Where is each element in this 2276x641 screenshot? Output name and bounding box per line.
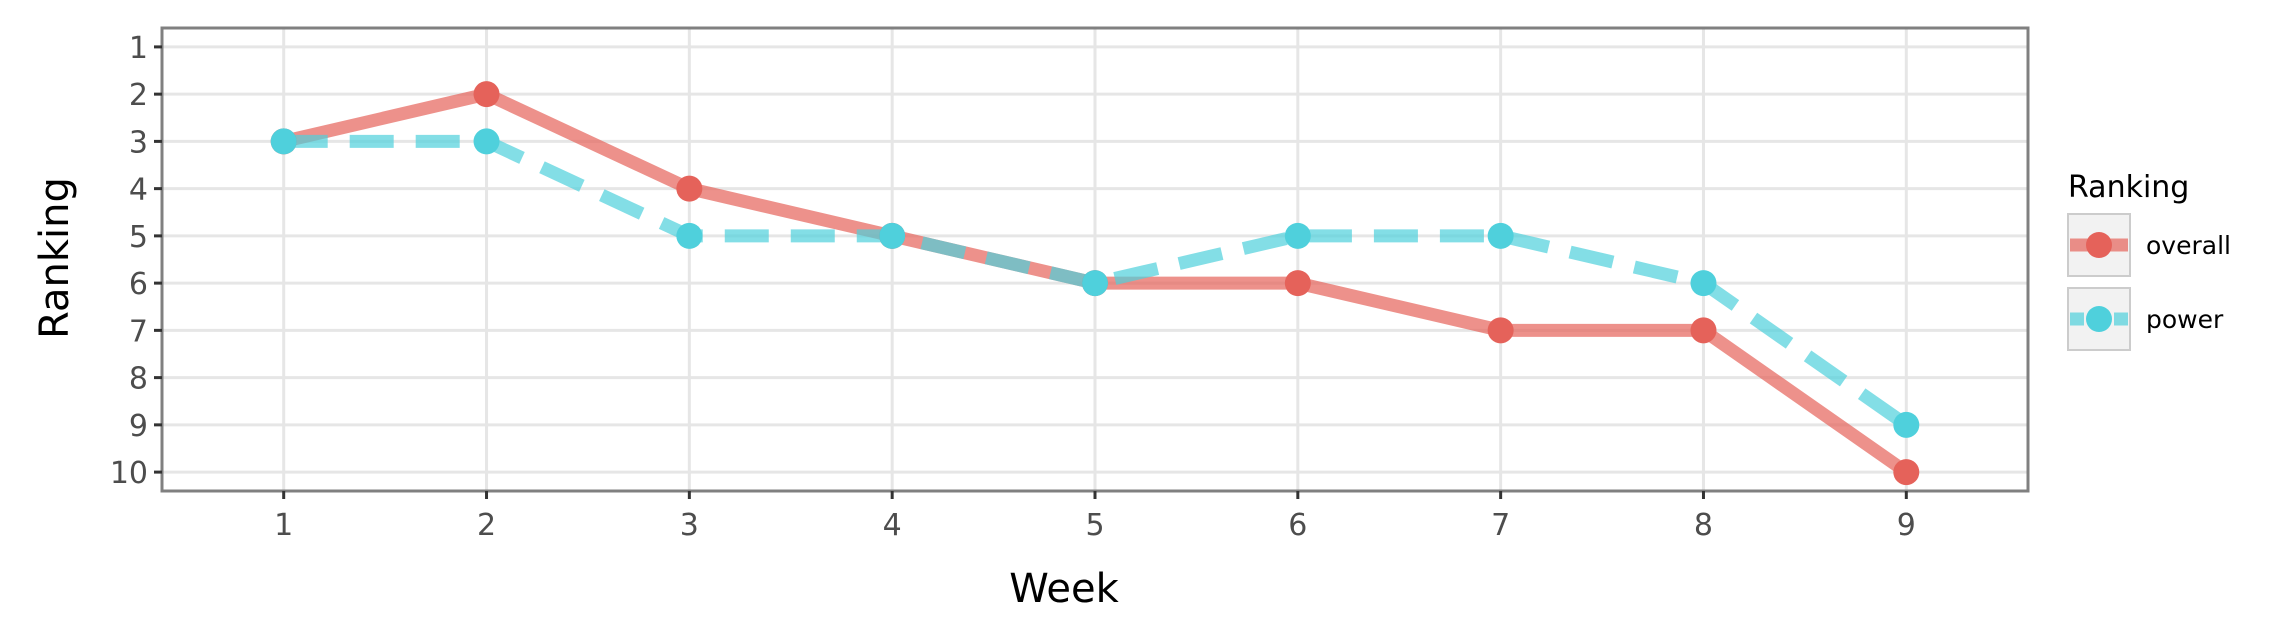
legend: Ranking overall power (2067, 170, 2231, 351)
point-power-week-9 (1893, 411, 1920, 438)
y-tick-label-4: 4 (129, 173, 148, 208)
y-tick-label-1: 1 (129, 31, 148, 66)
y-tick-label-2: 2 (129, 78, 148, 113)
x-tick-label-2: 2 (477, 508, 496, 543)
legend-label-overall: overall (2146, 231, 2231, 260)
point-overall-week-3 (676, 175, 703, 202)
x-tick-label-4: 4 (883, 508, 902, 543)
x-tick-label-6: 6 (1288, 508, 1307, 543)
point-overall-week-7 (1487, 317, 1514, 344)
y-tick-label-6: 6 (129, 267, 148, 302)
point-power-week-2 (473, 128, 500, 155)
point-overall-week-8 (1690, 317, 1717, 344)
legend-label-power: power (2146, 305, 2224, 334)
point-power-week-8 (1690, 270, 1717, 297)
point-power-week-6 (1284, 222, 1311, 249)
point-power-week-7 (1487, 222, 1514, 249)
point-power-week-1 (270, 128, 297, 155)
point-power-week-4 (879, 222, 906, 249)
y-axis-title: Ranking (32, 177, 78, 339)
point-power-week-3 (676, 222, 703, 249)
y-tick-label-10: 10 (110, 456, 148, 491)
y-tick-label-7: 7 (129, 314, 148, 349)
point-overall-week-2 (473, 81, 500, 108)
series-line-power (283, 134, 1911, 431)
point-overall-week-6 (1284, 270, 1311, 297)
legend-point-power (2086, 306, 2112, 332)
y-tick-label-8: 8 (129, 362, 148, 397)
x-axis: 1 2 3 4 5 6 7 8 9 (274, 491, 1916, 543)
x-tick-label-5: 5 (1085, 508, 1104, 543)
series-layer (270, 81, 1920, 486)
y-axis: 1 2 3 4 5 6 7 8 9 10 (110, 31, 162, 491)
x-tick-label-9: 9 (1897, 508, 1916, 543)
x-axis-title: Week (1009, 566, 1119, 612)
point-power-week-5 (1082, 270, 1108, 297)
point-overall-week-9 (1893, 459, 1920, 486)
y-tick-label-5: 5 (129, 220, 148, 255)
x-tick-label-3: 3 (680, 508, 699, 543)
x-tick-label-1: 1 (274, 508, 293, 543)
x-tick-label-7: 7 (1491, 508, 1510, 543)
legend-point-overall (2086, 232, 2112, 258)
y-tick-label-9: 9 (129, 409, 148, 444)
x-tick-label-8: 8 (1694, 508, 1713, 543)
y-tick-label-3: 3 (129, 125, 148, 160)
legend-title: Ranking (2068, 170, 2189, 205)
